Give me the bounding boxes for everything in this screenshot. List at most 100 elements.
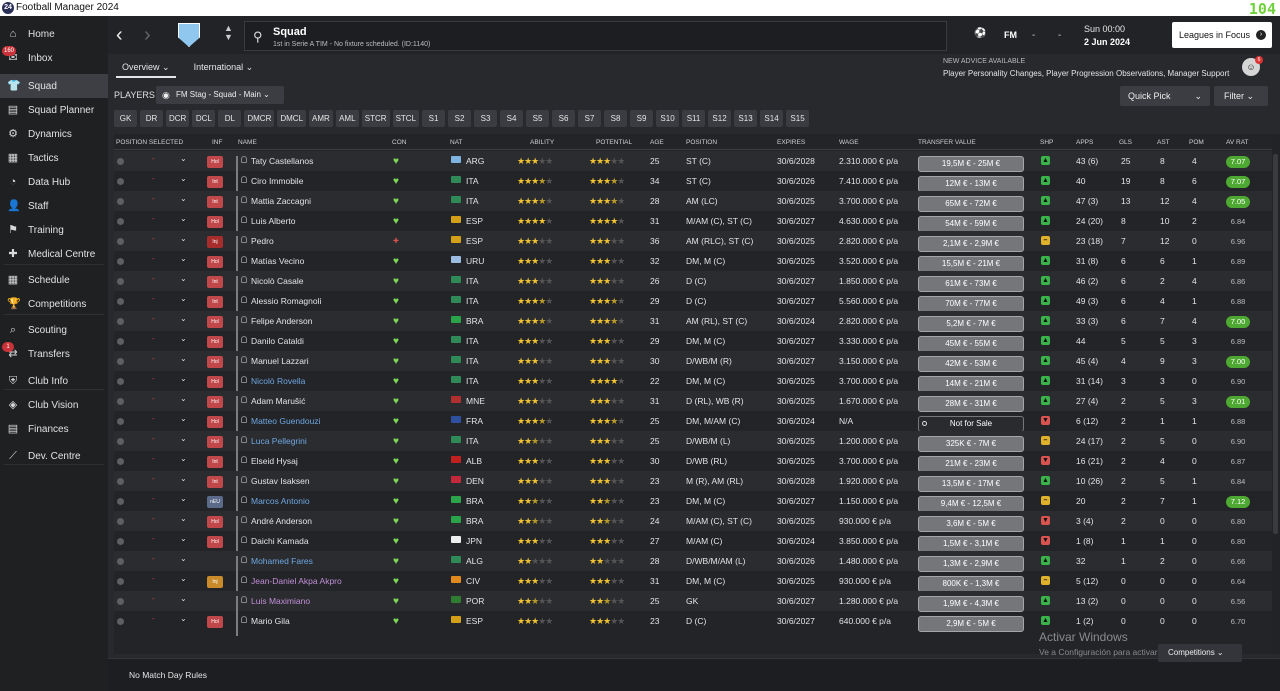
- sidebar-item-dev-centre[interactable]: ⟋ Dev. Centre: [0, 444, 108, 468]
- transfer-value[interactable]: 5,2M € - 7M €: [918, 316, 1024, 332]
- select-circle-icon[interactable]: [117, 198, 124, 205]
- position-chip[interactable]: STCL: [392, 110, 420, 127]
- col-shp[interactable]: SHP: [1040, 139, 1054, 146]
- chevron-down-icon[interactable]: ⌄: [180, 434, 187, 443]
- position-selector[interactable]: - ⌄: [114, 533, 206, 549]
- tab-overview[interactable]: Overview ⌄: [116, 62, 176, 78]
- sidebar-item-dynamics[interactable]: ⚙ Dynamics: [0, 122, 108, 146]
- player-name[interactable]: André Anderson: [251, 516, 312, 526]
- player-name[interactable]: Nicolò Casale: [251, 276, 304, 286]
- col-gls[interactable]: GLS: [1119, 139, 1133, 146]
- chevron-down-icon[interactable]: ⌄: [180, 374, 187, 383]
- position-selector[interactable]: - ⌄: [114, 593, 206, 609]
- table-row[interactable]: - ⌄ Hol Manuel Lazzari ♥ ITA ★★★★★ ★★★★★ 30 D/WB/…: [114, 351, 1272, 376]
- col-ability[interactable]: ABILITY: [530, 139, 555, 146]
- select-circle-icon[interactable]: [117, 238, 124, 245]
- table-row[interactable]: - ⌄ Hol Matías Vecino ♥ URU ★★★★★ ★★★★★ 32 DM, M …: [114, 251, 1272, 276]
- col-pom[interactable]: POM: [1189, 139, 1204, 146]
- transfer-value[interactable]: 1,3M € - 2,9M €: [918, 556, 1024, 572]
- sidebar-item-scouting[interactable]: ⌕ Scouting: [0, 318, 108, 342]
- col-av-rat[interactable]: AV RAT: [1226, 139, 1249, 146]
- select-circle-icon[interactable]: [117, 358, 124, 365]
- transfer-value[interactable]: 12M € - 13M €: [918, 176, 1024, 192]
- chevron-down-icon[interactable]: ⌄: [180, 234, 187, 243]
- player-name[interactable]: Mario Gila: [251, 616, 290, 626]
- club-crest-icon[interactable]: [178, 23, 200, 47]
- position-selector[interactable]: - ⌄: [114, 513, 206, 529]
- transfer-value[interactable]: 19,5M € - 25M €: [918, 156, 1024, 172]
- table-row[interactable]: - ⌄ Int Gustav Isaksen ♥ DEN ★★★★★ ★★★★★ 23 M (R)…: [114, 471, 1272, 496]
- chevron-down-icon[interactable]: ⌄: [180, 514, 187, 523]
- player-name[interactable]: Luca Pellegrini: [251, 436, 307, 446]
- table-row[interactable]: - ⌄ Hol Matteo Guendouzi ♥ FRA ★★★★★ ★★★★★ 25 DM,…: [114, 411, 1272, 436]
- chevron-down-icon[interactable]: ⌄: [180, 334, 187, 343]
- select-circle-icon[interactable]: [117, 178, 124, 185]
- position-chip[interactable]: GK: [114, 110, 137, 127]
- player-name[interactable]: Matteo Guendouzi: [251, 416, 321, 426]
- table-row[interactable]: - ⌄ Hol Taty Castellanos ♥ ARG ★★★★★ ★★★★★ 25 ST …: [114, 151, 1272, 176]
- position-chip[interactable]: DR: [140, 110, 163, 127]
- position-selector[interactable]: - ⌄: [114, 493, 206, 509]
- position-selector[interactable]: - ⌄: [114, 613, 206, 629]
- sidebar-item-transfers[interactable]: ⇄ 1 Transfers: [0, 342, 108, 366]
- quick-pick-button[interactable]: Quick Pick ⌄: [1120, 86, 1210, 106]
- position-selector[interactable]: - ⌄: [114, 333, 206, 349]
- col-wage[interactable]: WAGE: [839, 139, 859, 146]
- player-name[interactable]: Danilo Cataldi: [251, 336, 304, 346]
- table-row[interactable]: - ⌄ Hol Danilo Cataldi ♥ ITA ★★★★★ ★★★★★ 29 DM, M…: [114, 331, 1272, 356]
- club-switch-chevron-icon[interactable]: ▲ ▼: [224, 23, 233, 42]
- col-position[interactable]: POSITION: [686, 139, 718, 146]
- col-con[interactable]: CON: [392, 139, 407, 146]
- position-chip[interactable]: S6: [552, 110, 576, 127]
- competitions-select[interactable]: Competitions ⌄: [1158, 644, 1242, 662]
- transfer-value[interactable]: 9,4M € - 12,5M €: [918, 496, 1024, 512]
- chevron-down-icon[interactable]: ⌄: [180, 394, 187, 403]
- select-circle-icon[interactable]: [117, 218, 124, 225]
- table-row[interactable]: - ⌄ Int Alessio Romagnoli ♥ ITA ★★★★★ ★★★★★ 29 D …: [114, 291, 1272, 316]
- chevron-down-icon[interactable]: ⌄: [180, 174, 187, 183]
- table-row[interactable]: - ⌄ Hol André Anderson ♥ BRA ★★★★★ ★★★★★ 24 M/AM …: [114, 511, 1272, 536]
- transfer-value[interactable]: 54M € - 59M €: [918, 216, 1024, 232]
- player-name[interactable]: Mattia Zaccagni: [251, 196, 311, 206]
- select-circle-icon[interactable]: [117, 538, 124, 545]
- position-selector[interactable]: - ⌄: [114, 153, 206, 169]
- select-circle-icon[interactable]: [117, 258, 124, 265]
- transfer-value[interactable]: 14M € - 21M €: [918, 376, 1024, 392]
- col-potential[interactable]: POTENTIAL: [596, 139, 633, 146]
- player-name[interactable]: Taty Castellanos: [251, 156, 314, 166]
- transfer-value[interactable]: 2,1M € - 2,9M €: [918, 236, 1024, 252]
- select-circle-icon[interactable]: [117, 518, 124, 525]
- position-selector[interactable]: - ⌄: [114, 233, 206, 249]
- sidebar-item-tactics[interactable]: ▦ Tactics: [0, 146, 108, 170]
- table-row[interactable]: - ⌄ Inj Pedro ✚ ESP ★★★★★ ★★★★★ 36 AM (RLC), ST (…: [114, 231, 1272, 256]
- position-chip[interactable]: S13: [734, 110, 758, 127]
- sidebar-item-schedule[interactable]: ▦ Schedule: [0, 268, 108, 292]
- game-date[interactable]: 2 Jun 2024: [1084, 37, 1131, 47]
- table-row[interactable]: - ⌄ Hol Luis Alberto ♥ ESP ★★★★★ ★★★★★ 31 M/AM (C…: [114, 211, 1272, 236]
- search-box[interactable]: ⚲ Squad 1st in Serie A TIM - No fixture …: [244, 21, 947, 51]
- player-name[interactable]: Mohamed Fares: [251, 556, 313, 566]
- player-name[interactable]: Nicolò Rovella: [251, 376, 306, 386]
- transfer-value[interactable]: 325K € - 7M €: [918, 436, 1024, 452]
- position-chip[interactable]: S9: [630, 110, 654, 127]
- position-chip[interactable]: DCL: [192, 110, 216, 127]
- player-name[interactable]: Felipe Anderson: [251, 316, 313, 326]
- scrollbar-thumb[interactable]: [1273, 154, 1278, 534]
- table-row[interactable]: - ⌄ Int Elseid Hysaj ♥ ALB ★★★★★ ★★★★★ 30 D/WB (R…: [114, 451, 1272, 476]
- transfer-value[interactable]: 45M € - 55M €: [918, 336, 1024, 352]
- transfer-value[interactable]: Not for Sale: [918, 416, 1024, 432]
- sidebar-item-club-info[interactable]: ⛨ Club Info: [0, 369, 108, 393]
- transfer-value[interactable]: 70M € - 77M €: [918, 296, 1024, 312]
- player-name[interactable]: Matías Vecino: [251, 256, 305, 266]
- ball-icon[interactable]: ⚽: [974, 28, 987, 39]
- col-expires[interactable]: EXPIRES: [777, 139, 806, 146]
- chevron-down-icon[interactable]: ⌄: [180, 294, 187, 303]
- player-name[interactable]: Elseid Hysaj: [251, 456, 298, 466]
- select-circle-icon[interactable]: [117, 498, 124, 505]
- transfer-value[interactable]: 28M € - 31M €: [918, 396, 1024, 412]
- position-selector[interactable]: - ⌄: [114, 193, 206, 209]
- fm-menu-button[interactable]: FM: [1004, 30, 1017, 40]
- position-chip[interactable]: S15: [786, 110, 810, 127]
- no-match-day-rules[interactable]: No Match Day Rules: [129, 670, 207, 680]
- select-circle-icon[interactable]: [117, 618, 124, 625]
